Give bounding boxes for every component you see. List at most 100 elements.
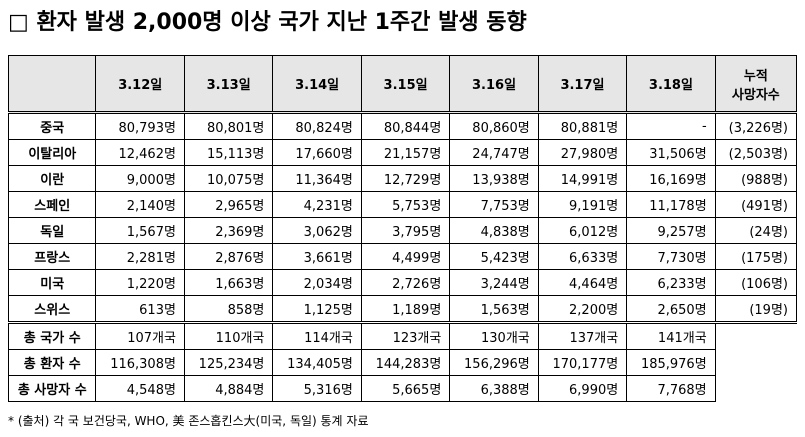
header-line: 사망자수: [731, 87, 780, 103]
cell: 2,726명: [360, 269, 451, 296]
table-row: 스위스 613명 858명 1,125명 1,189명 1,563명 2,200명 2,650…: [7, 295, 798, 323]
summary-row: 총 환자 수 116,308명 125,234명 134,405명 144,283명 15…: [7, 349, 797, 376]
country: 스페인: [7, 191, 97, 218]
cell: 1,125명: [272, 295, 362, 323]
cell: 11,364명: [272, 165, 362, 192]
cell: 4,548명: [95, 375, 185, 402]
cell: 2,200명: [537, 295, 628, 323]
country: 미국: [7, 269, 97, 296]
header-line: 누적: [743, 68, 768, 84]
cell: 125,234명: [183, 349, 274, 376]
deaths-cell: (491명): [714, 191, 798, 218]
cell: 107개국: [95, 321, 185, 350]
table-row: 중국 80,793명 80,801명 80,824명 80,844명 80,860명 80,…: [7, 112, 798, 140]
cell: 14,991명: [537, 165, 628, 192]
cell: 9,191명: [537, 191, 628, 218]
cell: 80,860명: [449, 112, 539, 140]
cell: 80,881명: [537, 112, 628, 140]
cell: 1,189명: [360, 295, 451, 323]
deaths-cell: (106명): [714, 269, 798, 296]
deaths-cell: (2,503명): [714, 139, 798, 166]
title: □ 환자 발생 2,000명 이상 국가 지난 1주간 발생 동향: [8, 10, 527, 35]
country: 중국: [7, 112, 97, 140]
summary-row: 총 국가 수 107개국 110개국 114개국 123개국 130개국 137개국 141개…: [7, 321, 797, 402]
cell: 114개국: [272, 321, 362, 350]
column-header: 3.16일: [449, 55, 539, 114]
cell: 4,464명: [537, 269, 628, 296]
column-header: 3.15일: [360, 55, 451, 114]
cell: 7,768명: [626, 375, 716, 402]
cell: 13,938명: [449, 165, 539, 192]
cell: 5,753명: [360, 191, 451, 218]
cell: 80,824명: [272, 112, 362, 140]
column-header: 3.17일: [537, 55, 628, 114]
country: 이탈리아: [7, 139, 97, 166]
cell: 858명: [183, 295, 274, 323]
country: 이란: [7, 165, 97, 192]
column-header: 3.14일: [272, 55, 362, 114]
deaths-cell: (3,226명): [714, 112, 798, 140]
cell: 9,000명: [95, 165, 185, 192]
country: 독일: [7, 217, 97, 244]
table-row: 이란 9,000명 10,075명 11,364명 12,729명 13,938명 14,9…: [7, 165, 798, 192]
cell: 4,499명: [360, 243, 451, 270]
cell: 1,563명: [449, 295, 539, 323]
cell: 144,283명: [360, 349, 451, 376]
column-header: 3.12일: [95, 55, 185, 114]
cell: 6,233명: [626, 269, 716, 296]
table-row: 미국 1,220명 1,663명 2,034명 2,726명 3,244명 4,464명 6,…: [7, 269, 798, 296]
cell: 6,012명: [537, 217, 628, 244]
cell: 3,062명: [272, 217, 362, 244]
cell: 16,169명: [626, 165, 716, 192]
cell: 613명: [95, 295, 185, 323]
cell: 1,220명: [95, 269, 185, 296]
country: 스위스: [7, 295, 97, 323]
cell: 156,296명: [449, 349, 539, 376]
summary-row: 총 사망자 수 4,548명 4,884명 5,316명 5,665명 6,388명 6,9…: [7, 375, 797, 402]
table: 3.12일 3.13일 3.14일 3.15일 3.16일 3.17일 3.18일 누적 사망자…: [7, 55, 798, 402]
cell: 4,884명: [183, 375, 274, 402]
cell: 123개국: [360, 321, 451, 350]
cell: 6,388명: [449, 375, 539, 402]
cell: 3,661명: [272, 243, 362, 270]
cell: 27,980명: [537, 139, 628, 166]
cell: 110개국: [183, 321, 274, 350]
cell: -: [626, 112, 716, 140]
cell: 134,405명: [272, 349, 362, 376]
cell: 80,844명: [360, 112, 451, 140]
cell: 2,965명: [183, 191, 274, 218]
cell: 170,177명: [537, 349, 628, 376]
cell: 2,369명: [183, 217, 274, 244]
cell: 1,663명: [183, 269, 274, 296]
cell: 3,795명: [360, 217, 451, 244]
corner-cell: [7, 55, 97, 114]
cell: 2,034명: [272, 269, 362, 296]
cell: 17,660명: [272, 139, 362, 166]
summary-label: 총 국가 수: [7, 321, 97, 350]
cell: 21,157명: [360, 139, 451, 166]
table-row: 이탈리아 12,462명 15,113명 17,660명 21,157명 24,747명 2…: [7, 139, 798, 166]
cell: 80,801명: [183, 112, 274, 140]
deaths-cell: (19명): [714, 295, 798, 323]
header-row: 3.12일 3.13일 3.14일 3.15일 3.16일 3.17일 3.18일 누적 사망자…: [7, 55, 798, 114]
cell: 141개국: [626, 321, 716, 350]
cell: 80,793명: [95, 112, 185, 140]
column-header: 3.18일: [626, 55, 716, 114]
country: 프랑스: [7, 243, 97, 270]
cell: 12,462명: [95, 139, 185, 166]
cell: 12,729명: [360, 165, 451, 192]
cell: 4,838명: [449, 217, 539, 244]
cell: 10,075명: [183, 165, 274, 192]
cell: 5,316명: [272, 375, 362, 402]
summary-label: 총 환자 수: [7, 349, 97, 376]
table-row: 스페인 2,140명 2,965명 4,231명 5,753명 7,753명 9,191명 1…: [7, 191, 798, 218]
footnote: * (출처) 각 국 보건당국, WHO, 美 존스홉킨스大(미국, 독일) 통…: [8, 414, 369, 428]
cell: 15,113명: [183, 139, 274, 166]
cell: 2,281명: [95, 243, 185, 270]
table-row: 프랑스 2,281명 2,876명 3,661명 4,499명 5,423명 6,633명 7…: [7, 243, 798, 270]
cell: 2,650명: [626, 295, 716, 323]
cell: 7,730명: [626, 243, 716, 270]
deaths-cell: (24명): [714, 217, 798, 244]
